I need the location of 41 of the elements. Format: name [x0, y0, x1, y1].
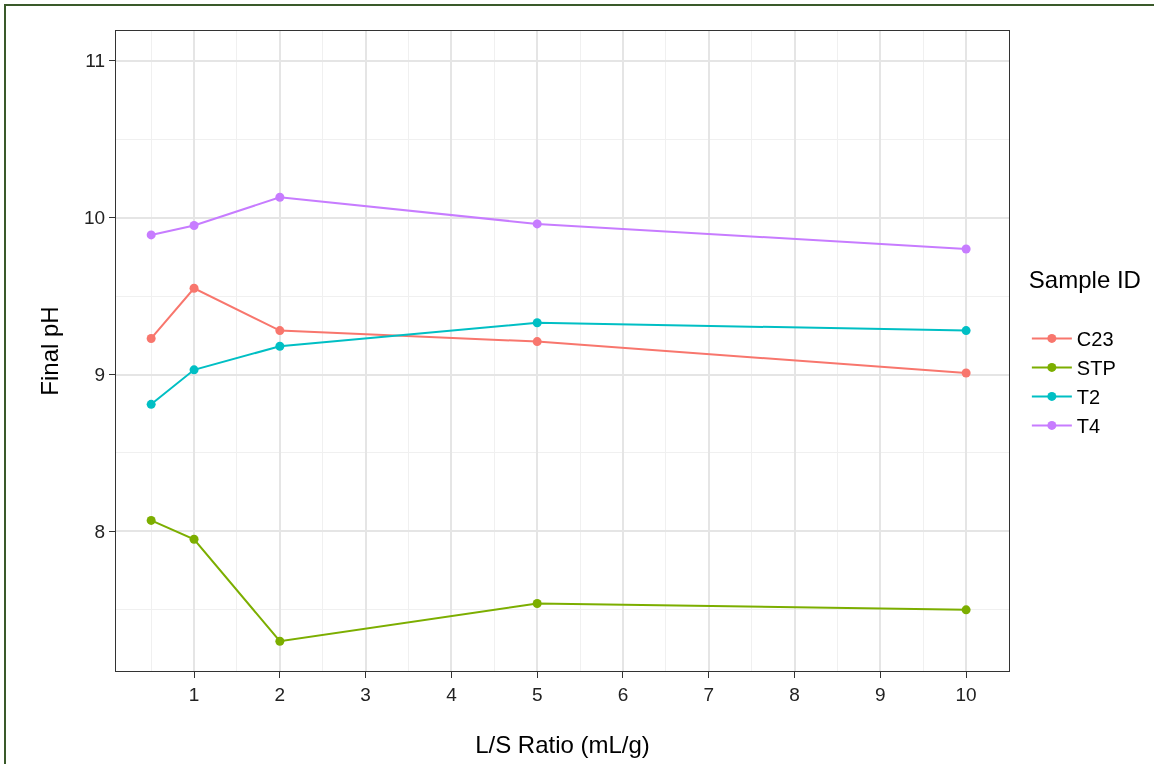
point	[189, 534, 199, 544]
point	[146, 515, 156, 525]
point	[961, 326, 971, 336]
y-tick-label: 10	[83, 207, 106, 229]
point	[275, 192, 285, 202]
legend-label: T4	[1076, 415, 1101, 438]
point	[532, 318, 542, 328]
x-tick-label: 6	[617, 683, 629, 705]
x-tick-label: 5	[531, 683, 543, 705]
x-axis-title: L/S Ratio (mL/g)	[475, 731, 650, 759]
legend-title: Sample ID	[1028, 265, 1141, 293]
y-tick-label: 8	[94, 521, 106, 543]
point	[532, 219, 542, 229]
y-axis-title: Final pH	[35, 306, 63, 396]
point	[189, 283, 199, 293]
x-tick-label: 4	[446, 683, 458, 705]
point	[189, 221, 199, 231]
point	[961, 244, 971, 254]
y-tick-label: 11	[85, 50, 106, 72]
point	[146, 333, 156, 343]
x-tick-label: 2	[274, 683, 286, 705]
point	[532, 599, 542, 609]
point	[275, 326, 285, 336]
legend-label: C23	[1076, 328, 1114, 351]
point	[275, 341, 285, 351]
x-tick-label: 3	[360, 683, 371, 705]
legend-label: STP	[1076, 357, 1116, 380]
point	[146, 399, 156, 409]
x-tick-label: 1	[188, 683, 200, 705]
x-tick-label: 9	[875, 683, 886, 705]
point	[961, 368, 971, 378]
y-tick-label: 9	[94, 364, 106, 386]
point	[146, 230, 156, 240]
legend-label: T2	[1076, 386, 1101, 409]
point	[961, 605, 971, 615]
x-tick-label: 10	[955, 683, 977, 705]
x-tick-label: 8	[789, 683, 800, 705]
point	[532, 337, 542, 347]
point	[189, 365, 199, 375]
x-tick-label: 7	[703, 683, 715, 705]
point	[275, 636, 285, 646]
